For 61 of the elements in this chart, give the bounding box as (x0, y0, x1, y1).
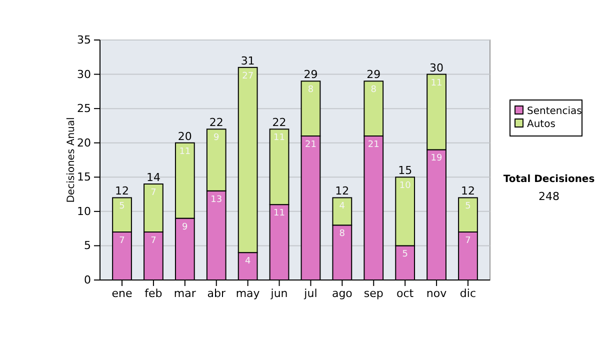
x-tick-label: ene (112, 286, 132, 300)
x-tick-label: sep (364, 286, 384, 300)
data-label: 9 (182, 222, 188, 232)
x-tick-label: mar (174, 286, 196, 300)
y-tick-label: 0 (84, 274, 91, 287)
data-label: 7 (150, 236, 156, 246)
total-label: 29 (366, 68, 381, 82)
y-tick-label: 20 (77, 136, 91, 150)
total-label: 30 (430, 61, 444, 74)
data-label: 9 (214, 133, 220, 144)
data-label: 8 (370, 85, 377, 96)
data-label: 5 (402, 250, 408, 260)
total-label: 12 (115, 184, 130, 198)
data-label: 11 (430, 78, 442, 88)
total-label: 22 (272, 116, 286, 130)
y-tick-label: 25 (77, 102, 91, 116)
data-label: 11 (179, 146, 191, 157)
data-label: 7 (150, 188, 156, 198)
data-label: 10 (399, 181, 412, 192)
data-label: 4 (339, 202, 346, 212)
y-tick-label: 10 (77, 204, 91, 218)
data-label: 8 (308, 85, 314, 96)
text: Total Decisiones (503, 174, 595, 185)
y-tick-label: 5 (84, 239, 91, 252)
data-label: 13 (210, 194, 222, 205)
data-label: 27 (242, 71, 254, 82)
x-tick-label: may (236, 286, 260, 300)
data-label: 5 (465, 202, 471, 212)
total-label: 31 (240, 54, 255, 68)
total-label: 20 (178, 130, 192, 143)
data-label: 8 (339, 229, 346, 240)
total-label: 22 (209, 116, 224, 130)
y-tick-label: 15 (77, 170, 91, 184)
data-label: 19 (430, 154, 443, 164)
legend-label: Autos (527, 119, 556, 130)
text: 248 (538, 190, 560, 203)
data-label: 4 (244, 256, 251, 267)
x-tick-label: abr (207, 286, 226, 300)
data-label: 11 (274, 208, 285, 219)
y-axis-title: Decisiones Anual (66, 117, 77, 203)
x-tick-label: feb (144, 286, 162, 300)
x-tick-label: oct (396, 286, 414, 300)
data-label: 11 (274, 133, 285, 144)
total-label: 29 (304, 68, 318, 82)
total-label: 12 (335, 184, 350, 198)
x-tick-label: jul (303, 286, 318, 300)
data-label: 5 (119, 202, 125, 212)
data-label: 21 (305, 140, 316, 150)
data-label: 7 (119, 236, 125, 246)
x-tick-label: jun (270, 286, 288, 300)
data-label: 21 (368, 140, 380, 150)
x-tick-label: nov (426, 286, 448, 300)
legend-label: Sentencias (527, 106, 582, 117)
x-tick-label: ago (332, 286, 353, 300)
total-label: 14 (146, 171, 160, 184)
x-tick-label: dic (460, 286, 476, 300)
data-label: 7 (465, 236, 471, 246)
y-tick-label: 35 (77, 34, 91, 47)
y-tick-label: 30 (77, 68, 91, 81)
total-label: 12 (460, 184, 475, 198)
total-label: 15 (398, 164, 412, 178)
